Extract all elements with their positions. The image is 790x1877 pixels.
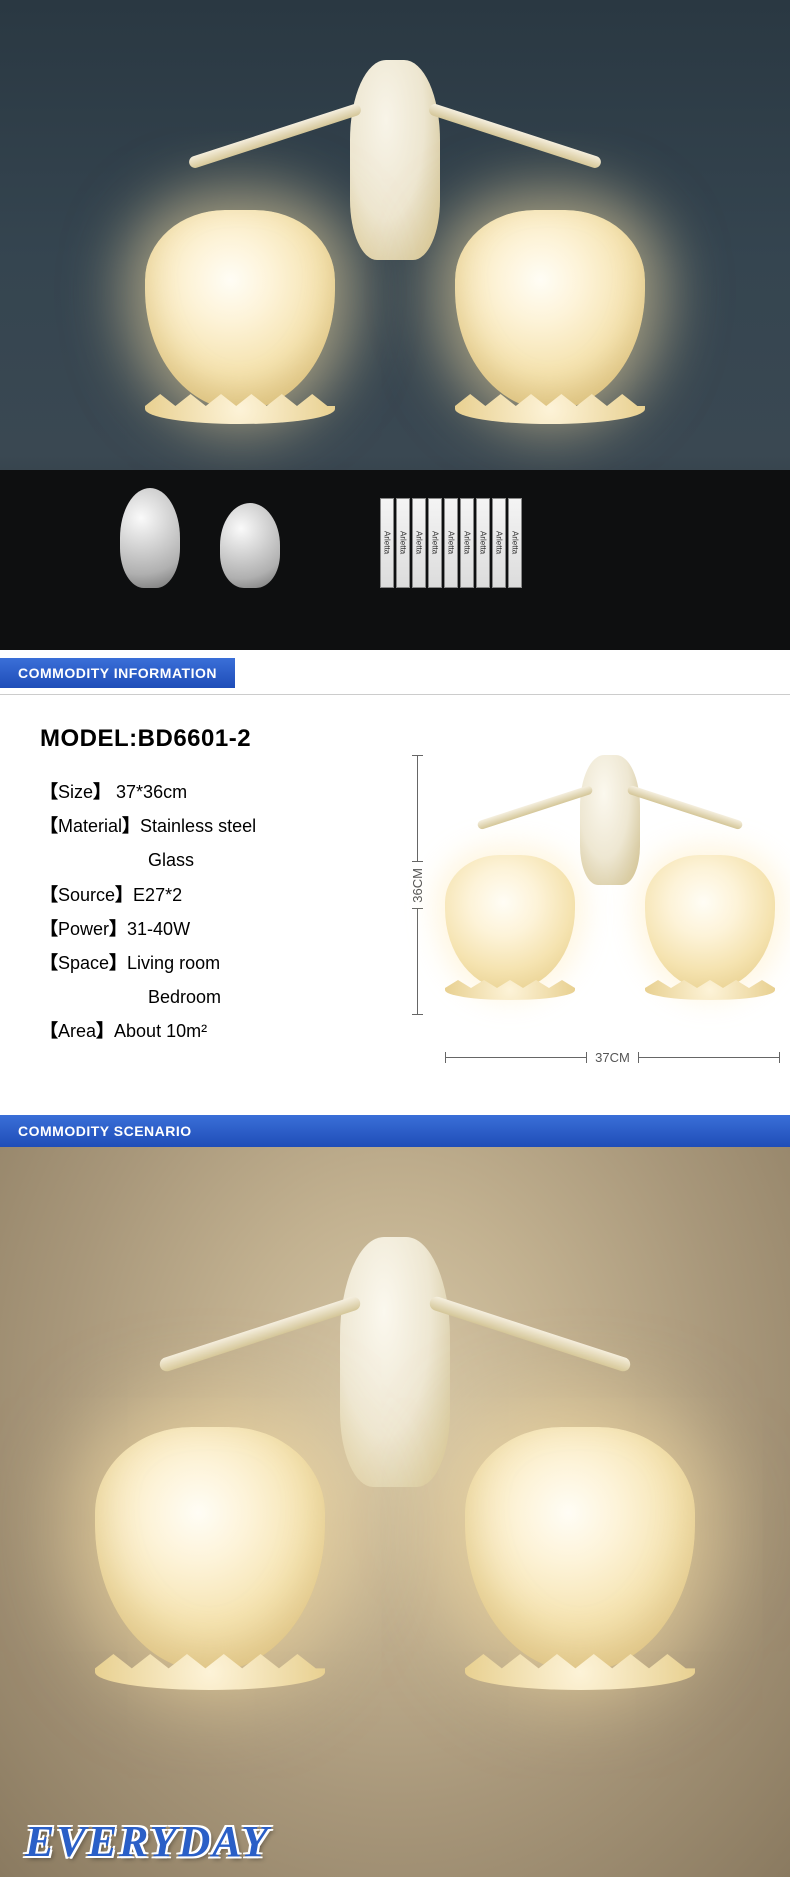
books-decor: Arletta Arletta Arletta Arletta Arletta … <box>380 498 522 588</box>
spec-list: MODEL:BD6601-2 【Size】 37*36cm 【Material】… <box>40 725 360 1075</box>
spec-space: 【Space】Living room <box>40 946 360 980</box>
info-header-tab: COMMODITY INFORMATION <box>0 658 235 688</box>
diagram-lamp-illustration <box>440 755 780 1015</box>
model-title: MODEL:BD6601-2 <box>40 725 360 753</box>
spec-power: 【Power】31-40W <box>40 912 360 946</box>
lamp-illustration <box>135 60 655 440</box>
brand-watermark: EVERYDAY <box>25 1816 270 1867</box>
spec-area: 【Area】About 10m² <box>40 1014 360 1048</box>
spec-material-2: Glass <box>40 843 360 877</box>
scenario-section-header: COMMODITY SCENARIO <box>0 1115 790 1147</box>
scenario-lamp-illustration <box>85 1227 705 1727</box>
dimension-diagram: 36CM 37CM <box>390 725 750 1075</box>
dimension-horizontal: 37CM <box>445 1050 780 1065</box>
dimension-vertical: 36CM <box>410 755 425 1015</box>
spec-space-2: Bedroom <box>40 980 360 1014</box>
info-section: MODEL:BD6601-2 【Size】 37*36cm 【Material】… <box>0 695 790 1115</box>
spec-source: 【Source】E27*2 <box>40 878 360 912</box>
spec-material: 【Material】Stainless steel <box>40 809 360 843</box>
scenario-product-image: EVERYDAY <box>0 1147 790 1877</box>
dim-width-label: 37CM <box>595 1050 630 1065</box>
shelf-decor: Arletta Arletta Arletta Arletta Arletta … <box>0 470 790 650</box>
hero-product-image: Arletta Arletta Arletta Arletta Arletta … <box>0 0 790 650</box>
dim-height-label: 36CM <box>410 868 425 903</box>
info-section-header: COMMODITY INFORMATION <box>0 650 790 695</box>
model-label: MODEL: <box>40 725 138 752</box>
spec-size: 【Size】 37*36cm <box>40 775 360 809</box>
model-value: BD6601-2 <box>138 725 251 752</box>
